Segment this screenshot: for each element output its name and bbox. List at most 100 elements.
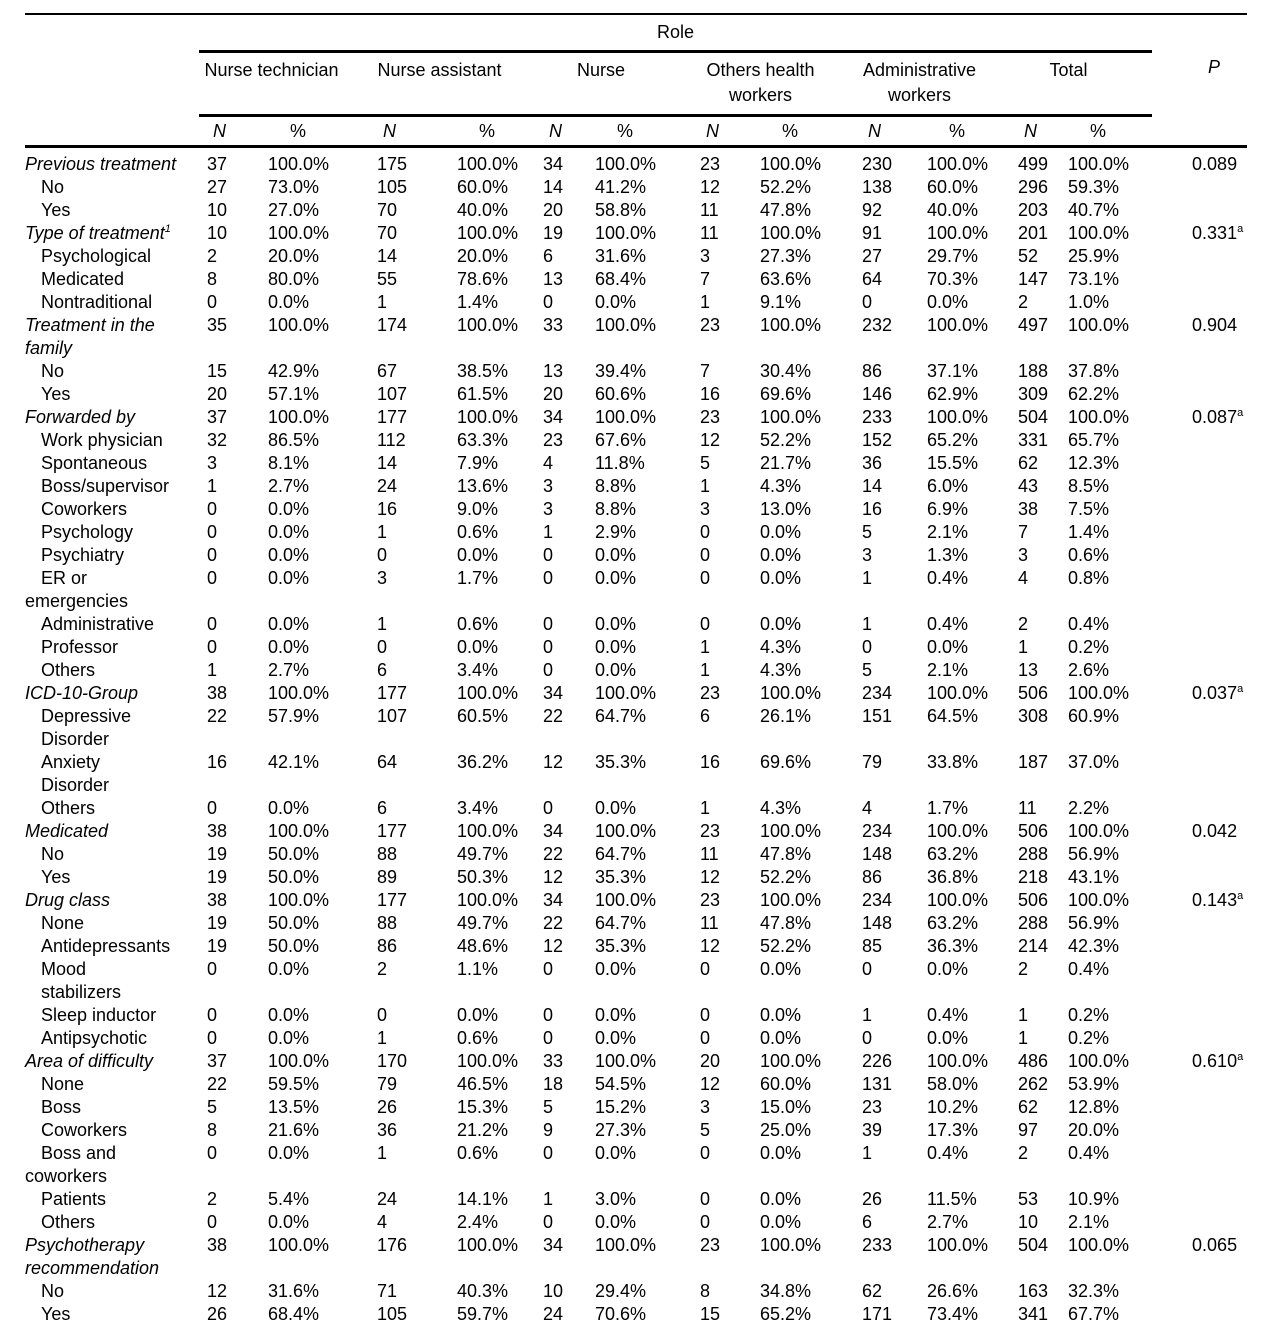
percent-cell: 8.8% xyxy=(595,476,637,496)
row-label-line2: family xyxy=(25,338,73,358)
header-role-row: Role xyxy=(25,14,1247,53)
row-label: Psychotherapy recommendation xyxy=(25,1234,199,1280)
table-row: Coworkers 8 21.6% 36 21.2% 9 27.3% 5 25.0% 39 17.3… xyxy=(25,1119,1247,1142)
n-cell: 288 xyxy=(1018,844,1049,864)
percent-cell: 0.0% xyxy=(927,959,969,979)
p-value-cell xyxy=(1152,1303,1247,1332)
n-cell: 33 xyxy=(543,315,564,335)
p-value-cell xyxy=(1152,383,1247,406)
p-value-cell xyxy=(1152,360,1247,383)
p-value-cell xyxy=(1152,1004,1247,1027)
row-label: Boss xyxy=(25,1096,199,1119)
n-header: N xyxy=(369,115,449,148)
row-label: Yes xyxy=(25,1303,199,1332)
row-label-line1: Spontaneous xyxy=(41,453,148,473)
percent-cell: 67.6% xyxy=(595,430,647,450)
percent-cell: 33.8% xyxy=(927,752,979,772)
n-cell: 22 xyxy=(543,844,564,864)
percent-cell: 49.7% xyxy=(457,913,509,933)
n-cell: 14 xyxy=(862,476,883,496)
table-row: Others 0 0.0% 6 3.4% 0 0.0% 1 4.3% 4 1.7% 11 2.2% xyxy=(25,797,1247,820)
n-cell: 0 xyxy=(207,568,218,588)
row-label-line1: Others xyxy=(41,798,96,818)
percent-cell: 47.8% xyxy=(760,200,812,220)
percent-cell: 0.0% xyxy=(268,499,310,519)
table-row: Antipsychotic 0 0.0% 1 0.6% 0 0.0% 0 0.0% 0 0.0% 1 0… xyxy=(25,1027,1247,1050)
p-value-cell xyxy=(1152,567,1247,613)
percent-cell: 100.0% xyxy=(927,223,989,243)
percent-cell: 0.0% xyxy=(268,1143,310,1163)
percent-cell: 64.7% xyxy=(595,913,647,933)
percent-cell: 1.4% xyxy=(1068,522,1110,542)
percent-cell: 0.4% xyxy=(1068,1143,1110,1163)
n-cell: 230 xyxy=(862,154,893,174)
n-cell: 499 xyxy=(1018,154,1049,174)
n-cell: 2 xyxy=(1018,614,1029,634)
percent-cell: 0.0% xyxy=(595,545,637,565)
percent-cell: 100.0% xyxy=(760,683,822,703)
table-container: Role Nurse technician Nurse assistant Nu… xyxy=(25,13,1248,1332)
n-cell: 5 xyxy=(207,1097,218,1117)
percent-cell: 58.8% xyxy=(595,200,647,220)
row-label: Drug class xyxy=(25,889,199,912)
n-cell: 0 xyxy=(543,637,554,657)
n-cell: 32 xyxy=(207,430,228,450)
percent-cell: 65.2% xyxy=(927,430,979,450)
percent-cell: 56.9% xyxy=(1068,844,1120,864)
table-row: Yes 19 50.0% 89 50.3% 12 35.3% 12 52.2% 86 36.8% 21… xyxy=(25,866,1247,889)
p-value-cell xyxy=(1152,751,1247,797)
n-cell: 177 xyxy=(377,821,408,841)
row-label-line1: Nontraditional xyxy=(41,292,153,312)
percent-cell: 100.0% xyxy=(927,1051,989,1071)
row-label-line1: Coworkers xyxy=(41,1120,128,1140)
n-cell: 3 xyxy=(1018,545,1029,565)
percent-cell: 50.0% xyxy=(268,913,320,933)
n-cell: 64 xyxy=(377,752,398,772)
table-row: Antidepressants 19 50.0% 86 48.6% 12 35.3% 12 52… xyxy=(25,935,1247,958)
n-cell: 22 xyxy=(543,913,564,933)
percent-cell: 100.0% xyxy=(1068,1051,1130,1071)
percent-cell: 0.0% xyxy=(595,1212,637,1232)
percent-header: % xyxy=(587,115,692,148)
p-subhead-spacer xyxy=(1152,115,1248,148)
n-cell: 504 xyxy=(1018,407,1049,427)
row-label: Coworkers xyxy=(25,498,199,521)
row-label-line1: Yes xyxy=(41,867,71,887)
n-cell: 85 xyxy=(862,936,883,956)
row-label-line1: Psychiatry xyxy=(41,545,125,565)
table-row: Psychological 2 20.0% 14 20.0% 6 31.6% 3 27.3% 27… xyxy=(25,245,1247,268)
n-cell: 2 xyxy=(1018,959,1029,979)
n-cell: 38 xyxy=(207,683,228,703)
percent-cell: 0.0% xyxy=(268,1005,310,1025)
n-cell: 36 xyxy=(377,1120,398,1140)
percent-cell: 100.0% xyxy=(595,821,657,841)
percent-header: % xyxy=(919,115,1010,148)
percent-cell: 63.6% xyxy=(760,269,812,289)
percent-cell: 0.0% xyxy=(760,568,802,588)
row-label-line1: Patients xyxy=(41,1189,107,1209)
n-cell: 1 xyxy=(700,660,711,680)
n-cell: 13 xyxy=(1018,660,1039,680)
percent-cell: 100.0% xyxy=(595,223,657,243)
n-cell: 5 xyxy=(862,660,873,680)
row-label: Treatment in the family xyxy=(25,314,199,360)
n-cell: 43 xyxy=(1018,476,1039,496)
percent-cell: 0.6% xyxy=(457,1028,499,1048)
table-row: Yes 10 27.0% 70 40.0% 20 58.8% 11 47.8% 92 40.0% 20… xyxy=(25,199,1247,222)
n-cell: 19 xyxy=(207,867,228,887)
table-row: Yes 26 68.4% 105 59.7% 24 70.6% 15 65.2% 171 73.4%… xyxy=(25,1303,1247,1332)
n-cell: 34 xyxy=(543,821,564,841)
p-value-cell xyxy=(1152,452,1247,475)
n-cell: 12 xyxy=(700,1074,721,1094)
n-cell: 0 xyxy=(862,959,873,979)
percent-cell: 59.5% xyxy=(268,1074,320,1094)
row-label-line1: Area of difficulty xyxy=(25,1051,154,1071)
n-cell: 0 xyxy=(207,637,218,657)
n-cell: 38 xyxy=(1018,499,1039,519)
n-cell: 26 xyxy=(207,1304,228,1324)
n-cell: 24 xyxy=(377,1189,398,1209)
percent-cell: 68.4% xyxy=(595,269,647,289)
row-label-line1: Psychology xyxy=(41,522,134,542)
percent-cell: 73.1% xyxy=(1068,269,1120,289)
percent-cell: 64.7% xyxy=(595,706,647,726)
